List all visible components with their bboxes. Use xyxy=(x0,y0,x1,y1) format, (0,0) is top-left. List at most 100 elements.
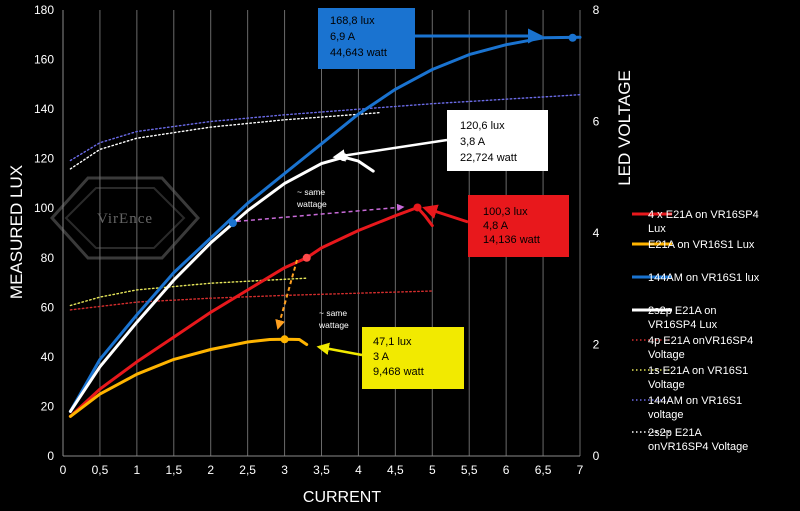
legend-label-3: 2s2p E21A on VR16SP4 Lux xyxy=(648,305,718,331)
annotation-white-line-3: 22,724 watt xyxy=(460,152,517,164)
note-same-wattage-1: ~ same wattage xyxy=(296,187,327,209)
y2-tick-label: 4 xyxy=(593,226,600,240)
annotation-box-white: 120,6 lux 3,8 A 22,724 watt xyxy=(447,110,548,171)
legend-label-5: 1s E21A on VR16S1 Voltage xyxy=(648,365,748,391)
legend-label-2: 144AM on VR16S1 lux xyxy=(648,272,760,284)
series-line-6 xyxy=(69,94,581,162)
legend-label-0: 4 x E21A on VR16SP4 Lux xyxy=(648,209,759,235)
y-tick-label: 100 xyxy=(34,201,54,215)
legend-label-part: 4p E21A onVR16SP4 xyxy=(648,335,753,347)
y-tick-label: 20 xyxy=(41,399,55,413)
legend-label-4: 4p E21A onVR16SP4 Voltage xyxy=(648,335,753,361)
y-tick-label: 60 xyxy=(41,300,55,314)
arrow-pink-dashed xyxy=(229,203,405,223)
series-line-4 xyxy=(69,290,433,311)
logo-text: VirEnce xyxy=(97,211,153,227)
y2-axis-title: LED VOLTAGE xyxy=(615,70,634,186)
annotation-box-red: 100,3 lux 4,8 A 14,136 watt xyxy=(468,195,569,257)
annotation-box-yellow: 47,1 lux 3 A 9,468 watt xyxy=(362,327,464,389)
legend-label-part: 1s E21A on VR16S1 xyxy=(648,365,748,377)
legend-label-part: 2s2p E21A xyxy=(648,427,702,439)
legend-label-part: Voltage xyxy=(648,379,685,391)
legend-label-part: onVR16SP4 Voltage xyxy=(648,441,748,453)
markers-layer xyxy=(228,33,577,344)
x-tick-label: 2,5 xyxy=(239,463,256,477)
arrows-layer xyxy=(229,28,543,357)
annotation-blue-line-1: 168,8 lux xyxy=(330,15,375,27)
x-tick-label: 3,5 xyxy=(313,463,330,477)
annotation-yellow-line-2: 3 A xyxy=(373,351,390,363)
marker-point-1 xyxy=(302,253,311,262)
legend-label-part: Lux xyxy=(648,223,666,235)
y-tick-label: 180 xyxy=(34,3,54,17)
legend-label-part: voltage xyxy=(648,409,683,421)
x-tick-label: 0 xyxy=(60,463,67,477)
arrow-white xyxy=(332,138,448,162)
marker-point-4 xyxy=(280,335,289,344)
annotation-yellow-line-3: 9,468 watt xyxy=(373,366,424,378)
annotation-box-blue: 168,8 lux 6,9 A 44,643 watt xyxy=(318,8,415,69)
note-2-line-1: ~ same xyxy=(319,308,347,318)
annotation-red-line-1: 100,3 lux xyxy=(483,206,528,218)
annotation-yellow-line-1: 47,1 lux xyxy=(373,336,412,348)
note-same-wattage-2: ~ same wattage xyxy=(318,308,349,330)
x-tick-label: 4 xyxy=(355,463,362,477)
y-tick-label: 120 xyxy=(34,152,54,166)
legend-label-part: 4 x E21A on VR16SP4 xyxy=(648,209,759,221)
x-tick-label: 1 xyxy=(134,463,141,477)
axes-layer: 0 0,5 1 1,5 2 2,5 3 3,5 4 4,5 5 5,5 6 6,5 702040608010… xyxy=(34,3,600,477)
x-tick-label: 1,5 xyxy=(165,463,182,477)
legend-label-1: E21A on VR16S1 Lux xyxy=(648,239,755,251)
legend-label-6: 144AM on VR16S1 voltage xyxy=(648,395,742,421)
note-1-line-1: ~ same xyxy=(297,187,325,197)
marker-point-2 xyxy=(413,203,422,212)
series-line-5 xyxy=(69,277,308,307)
arrow-yellow xyxy=(316,342,363,357)
x-tick-label: 6,5 xyxy=(535,463,552,477)
annotation-red-line-2: 4,8 A xyxy=(483,220,509,232)
marker-point-0 xyxy=(568,33,577,42)
x-tick-label: 2 xyxy=(207,463,214,477)
y2-tick-label: 6 xyxy=(593,115,600,129)
x-tick-label: 5,5 xyxy=(461,463,478,477)
annotation-red-line-3: 14,136 watt xyxy=(483,234,540,246)
x-tick-label: 3 xyxy=(281,463,288,477)
y-axis-title: MEASURED LUX xyxy=(7,165,26,299)
series-layer xyxy=(68,35,582,418)
series-line-3 xyxy=(68,155,375,413)
legend-label-part: E21A on VR16S1 Lux xyxy=(648,239,755,251)
arrow-orange-dashed xyxy=(275,259,298,330)
x-tick-label: 4,5 xyxy=(387,463,404,477)
y-tick-label: 140 xyxy=(34,102,54,116)
virence-logo: VirEnce xyxy=(49,176,201,260)
legend: 4 x E21A on VR16SP4 Lux E21A on VR16S1 Lux… xyxy=(632,209,760,453)
legend-label-part: 144AM on VR16S1 lux xyxy=(648,272,760,284)
y-tick-label: 40 xyxy=(41,350,55,364)
legend-label-part: 144AM on VR16S1 xyxy=(648,395,742,407)
x-tick-label: 5 xyxy=(429,463,436,477)
annotation-blue-line-3: 44,643 watt xyxy=(330,47,387,59)
note-2-line-2: wattage xyxy=(318,320,349,330)
y2-tick-label: 0 xyxy=(593,449,600,463)
series-line-1 xyxy=(68,337,309,418)
x-axis-title: CURRENT xyxy=(303,489,381,506)
legend-label-part: Voltage xyxy=(648,349,685,361)
annotation-blue-line-2: 6,9 A xyxy=(330,31,356,43)
y-tick-label: 160 xyxy=(34,53,54,67)
legend-label-part: 2s2p E21A on xyxy=(648,305,717,317)
y2-tick-label: 2 xyxy=(593,338,600,352)
marker-point-3 xyxy=(339,153,348,162)
x-tick-label: 7 xyxy=(577,463,584,477)
y2-tick-label: 8 xyxy=(593,3,600,17)
annotation-white-line-2: 3,8 A xyxy=(460,136,486,148)
marker-point-5 xyxy=(228,219,237,228)
series-line-2 xyxy=(68,35,582,413)
arrow-red xyxy=(422,204,469,224)
x-tick-label: 0,5 xyxy=(92,463,109,477)
y-tick-label: 0 xyxy=(47,449,54,463)
y-tick-label: 80 xyxy=(41,251,55,265)
note-1-line-2: wattage xyxy=(296,199,327,209)
legend-label-part: VR16SP4 Lux xyxy=(648,319,718,331)
annotation-white-line-1: 120,6 lux xyxy=(460,120,505,132)
